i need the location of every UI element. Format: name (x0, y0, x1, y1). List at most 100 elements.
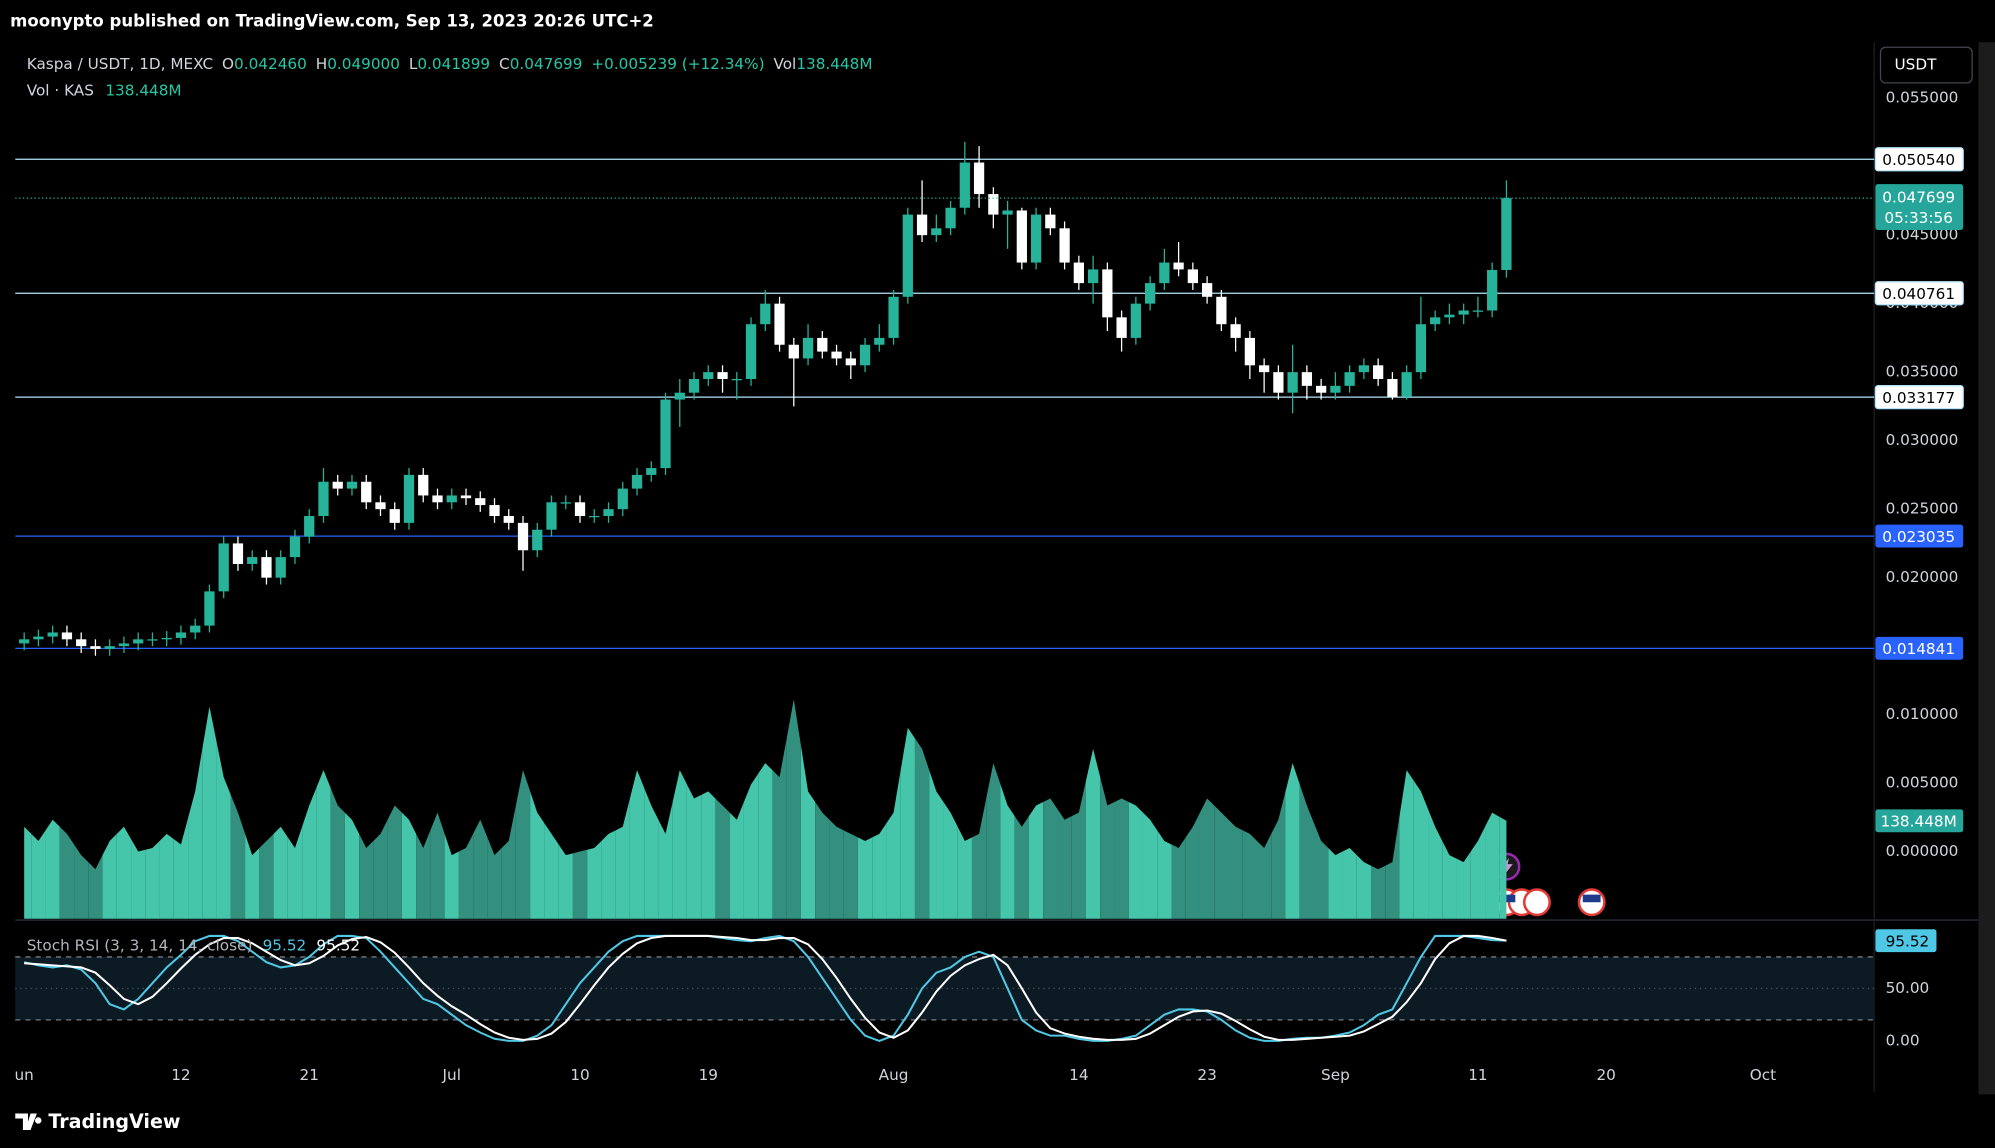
candle-body (660, 399, 671, 469)
volume-area (957, 826, 972, 919)
candle-body (703, 372, 714, 380)
level-label-box (1875, 524, 1964, 548)
candle-body (760, 303, 771, 325)
level-label-box (1874, 281, 1964, 306)
volume-area (88, 855, 103, 919)
candle-body (304, 516, 315, 537)
volume-legend: Vol · KAS 138.448M (27, 81, 182, 99)
flag-canton (1582, 894, 1601, 903)
candle-body (261, 557, 272, 578)
last-price-box (1875, 184, 1964, 230)
candle-body (1415, 324, 1427, 373)
volume-area (943, 802, 958, 919)
candle-body (1358, 365, 1370, 373)
candle-body (1045, 214, 1056, 229)
candle-body (1330, 385, 1341, 393)
candle-body (589, 516, 600, 518)
candle-body (61, 632, 73, 640)
candle-body (389, 509, 400, 523)
candle-body (289, 536, 301, 558)
candle-body (817, 337, 828, 352)
legend-item: +0.005239 (+12.34%) (591, 54, 764, 72)
x-tick-label: 12 (171, 1066, 190, 1084)
currency-button[interactable] (1879, 46, 1973, 84)
candle-body (1301, 372, 1313, 386)
flag-canton (1497, 894, 1516, 903)
legend-item: 0.042460 (234, 54, 307, 72)
candle-body (1073, 262, 1084, 284)
volume-area (1000, 784, 1015, 919)
legend-item: O (222, 54, 234, 72)
volume-area (929, 770, 944, 919)
stoch-value-box (1875, 929, 1937, 953)
candle-body (546, 502, 557, 530)
candle-body (375, 502, 386, 510)
candle-body (646, 468, 657, 475)
volume-area (1499, 816, 1507, 919)
legend-item: 0.041899 (417, 54, 490, 72)
candle-body (1472, 310, 1484, 312)
last-price-label: 0.047699 (1882, 189, 1955, 207)
volume-area (544, 823, 559, 919)
candle-body (275, 557, 286, 578)
volume-area (558, 844, 573, 919)
x-tick-label: 20 (1596, 1066, 1615, 1084)
candle-body (517, 522, 529, 551)
candle-body (346, 481, 358, 489)
volume-area (1199, 798, 1215, 919)
volume-area (430, 812, 445, 919)
event-flag[interactable] (1522, 888, 1551, 917)
x-tick-label: un (15, 1066, 34, 1084)
volume-area (601, 830, 616, 919)
y-tick-label: 0.025000 (1886, 500, 1959, 518)
volume-area (188, 748, 203, 919)
volume-area (572, 849, 588, 919)
candle-body (674, 392, 685, 400)
level-label: 0.014841 (1882, 640, 1955, 658)
candle-body (845, 358, 856, 366)
candle-body (432, 495, 443, 503)
candle-body (959, 162, 970, 208)
x-tick-label: 23 (1197, 1066, 1216, 1084)
volume-area (914, 738, 930, 919)
volume-area (900, 727, 915, 919)
y-tick-label: 0.030000 (1886, 431, 1959, 449)
level-label: 0.023035 (1882, 528, 1955, 546)
candle-body (446, 495, 457, 503)
volume-area (1342, 848, 1357, 919)
candle-body (1458, 310, 1469, 315)
candle-body (318, 481, 329, 517)
volume-area (230, 794, 246, 919)
candle-body (1130, 303, 1141, 338)
volume-area (1128, 802, 1143, 919)
level-label: 0.040761 (1882, 285, 1955, 303)
volume-area (1071, 780, 1086, 919)
candle-body (1173, 262, 1184, 270)
volume-area (1285, 763, 1300, 919)
volume-area (24, 826, 32, 919)
volume-area (116, 826, 132, 919)
candle-body (1273, 372, 1284, 393)
x-tick-label: Oct (1750, 1066, 1776, 1084)
candle-body (617, 488, 628, 510)
candle-body (1002, 210, 1013, 215)
volume-area (1142, 812, 1158, 919)
x-tick-label: 10 (570, 1066, 589, 1084)
candle-body (1216, 296, 1227, 325)
volume-area (1242, 830, 1258, 919)
candle-body (1487, 269, 1498, 311)
candle-body (874, 337, 885, 345)
volume-area (1456, 851, 1471, 919)
currency-button-label[interactable]: USDT (1894, 56, 1937, 74)
stoch-band (15, 956, 1875, 1020)
legend-item: Stoch RSI (3, 3, 14, 14, close) (27, 936, 253, 954)
volume-area (344, 812, 360, 919)
volume-area (259, 833, 274, 919)
y-tick-label: 0.000000 (1886, 842, 1959, 860)
level-label-box (1875, 636, 1964, 660)
volume-area (1171, 837, 1186, 919)
volume-area (829, 819, 844, 919)
y-tick-label: 0.010000 (1886, 705, 1959, 723)
y-tick-label: 0.045000 (1886, 226, 1959, 244)
